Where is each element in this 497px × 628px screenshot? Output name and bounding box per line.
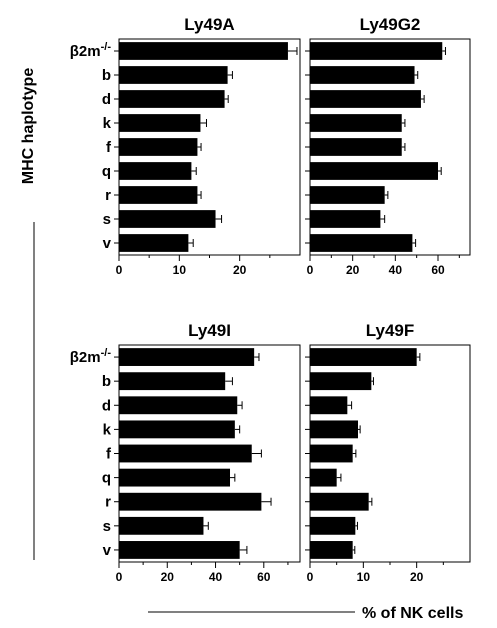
x-tick-label-ly49i-1: 20 <box>161 570 175 584</box>
category-label-ly49i-0: β2m-/- <box>70 347 112 366</box>
category-label-ly49i-1: b <box>102 373 111 390</box>
bar-ly49g2-3 <box>310 114 402 132</box>
bar-ly49a-8 <box>119 234 189 252</box>
bar-ly49f-5 <box>310 468 337 487</box>
bar-ly49g2-4 <box>310 138 402 156</box>
bar-ly49g2-2 <box>310 90 421 108</box>
bar-ly49f-6 <box>310 492 369 511</box>
category-label-ly49i-3: k <box>103 421 112 438</box>
panel-title-ly49f: Ly49F <box>366 321 415 340</box>
bar-ly49f-1 <box>310 372 372 391</box>
x-tick-label-ly49f-1: 10 <box>357 570 371 584</box>
category-label-ly49a-3: k <box>103 115 112 132</box>
x-tick-label-ly49i-0: 0 <box>116 570 123 584</box>
category-label-ly49i-6: r <box>105 494 111 511</box>
bar-ly49f-2 <box>310 396 348 415</box>
x-tick-label-ly49a-0: 0 <box>116 263 123 277</box>
bar-ly49g2-5 <box>310 162 438 180</box>
category-label-ly49a-6: r <box>105 187 111 204</box>
bar-ly49i-0 <box>119 348 255 366</box>
panel-ly49g2: Ly49G2 0 20 40 60 <box>305 15 471 277</box>
bar-ly49i-1 <box>119 372 226 391</box>
category-label-ly49i-2: d <box>102 397 111 414</box>
x-tick-label-ly49g2-0: 0 <box>307 263 314 277</box>
y-axis-label: MHC haplotype <box>20 68 37 185</box>
x-tick-label-ly49g2-1: 20 <box>346 263 360 277</box>
bar-ly49i-6 <box>119 492 262 511</box>
bar-ly49a-1 <box>119 66 228 84</box>
bar-ly49i-8 <box>119 541 240 559</box>
bar-ly49f-4 <box>310 444 353 463</box>
bar-ly49g2-1 <box>310 66 415 84</box>
category-label-ly49a-1: b <box>102 67 111 84</box>
bar-ly49g2-8 <box>310 234 413 252</box>
category-label-ly49a-8: v <box>103 235 112 252</box>
bar-ly49g2-7 <box>310 210 381 228</box>
panel-title-ly49i: Ly49I <box>188 321 231 340</box>
bar-ly49f-8 <box>310 541 353 559</box>
bar-ly49f-3 <box>310 420 358 439</box>
x-tick-label-ly49a-2: 20 <box>233 263 247 277</box>
bar-ly49a-5 <box>119 162 192 180</box>
category-label-ly49i-4: f <box>106 446 112 463</box>
category-label-ly49a-4: f <box>106 139 112 156</box>
bar-ly49f-7 <box>310 516 356 535</box>
category-label-ly49a-2: d <box>102 91 111 108</box>
bar-ly49a-3 <box>119 114 201 132</box>
x-tick-label-ly49a-1: 10 <box>173 263 187 277</box>
bar-ly49a-2 <box>119 90 225 108</box>
bar-ly49i-7 <box>119 516 204 535</box>
x-tick-label-ly49f-2: 20 <box>410 570 424 584</box>
panel-title-ly49g2: Ly49G2 <box>360 15 421 34</box>
bar-ly49a-4 <box>119 138 198 156</box>
bar-ly49i-5 <box>119 468 231 487</box>
panel-title-ly49a: Ly49A <box>184 15 234 34</box>
bar-ly49i-3 <box>119 420 235 439</box>
bar-ly49i-2 <box>119 396 238 415</box>
category-label-ly49i-7: s <box>103 518 111 535</box>
x-tick-label-ly49g2-3: 60 <box>431 263 445 277</box>
x-tick-label-ly49i-2: 40 <box>209 570 223 584</box>
bar-ly49g2-0 <box>310 42 443 60</box>
category-label-ly49a-5: q <box>102 163 111 180</box>
category-label-ly49i-8: v <box>103 542 112 559</box>
category-label-ly49a-7: s <box>103 211 111 228</box>
category-label-ly49a-0: β2m-/- <box>70 41 112 60</box>
x-axis-label: % of NK cells <box>362 605 463 622</box>
bar-ly49g2-6 <box>310 186 385 204</box>
x-tick-label-ly49g2-2: 40 <box>389 263 403 277</box>
bar-ly49a-0 <box>119 42 288 60</box>
category-label-ly49i-5: q <box>102 470 111 487</box>
bar-ly49f-0 <box>310 348 417 366</box>
bar-ly49a-7 <box>119 210 216 228</box>
x-tick-label-ly49i-3: 60 <box>257 570 271 584</box>
panel-ly49f: Ly49F 0 10 20 <box>305 321 471 584</box>
x-tick-label-ly49f-0: 0 <box>307 570 314 584</box>
bar-ly49a-6 <box>119 186 198 204</box>
bar-ly49i-4 <box>119 444 252 463</box>
